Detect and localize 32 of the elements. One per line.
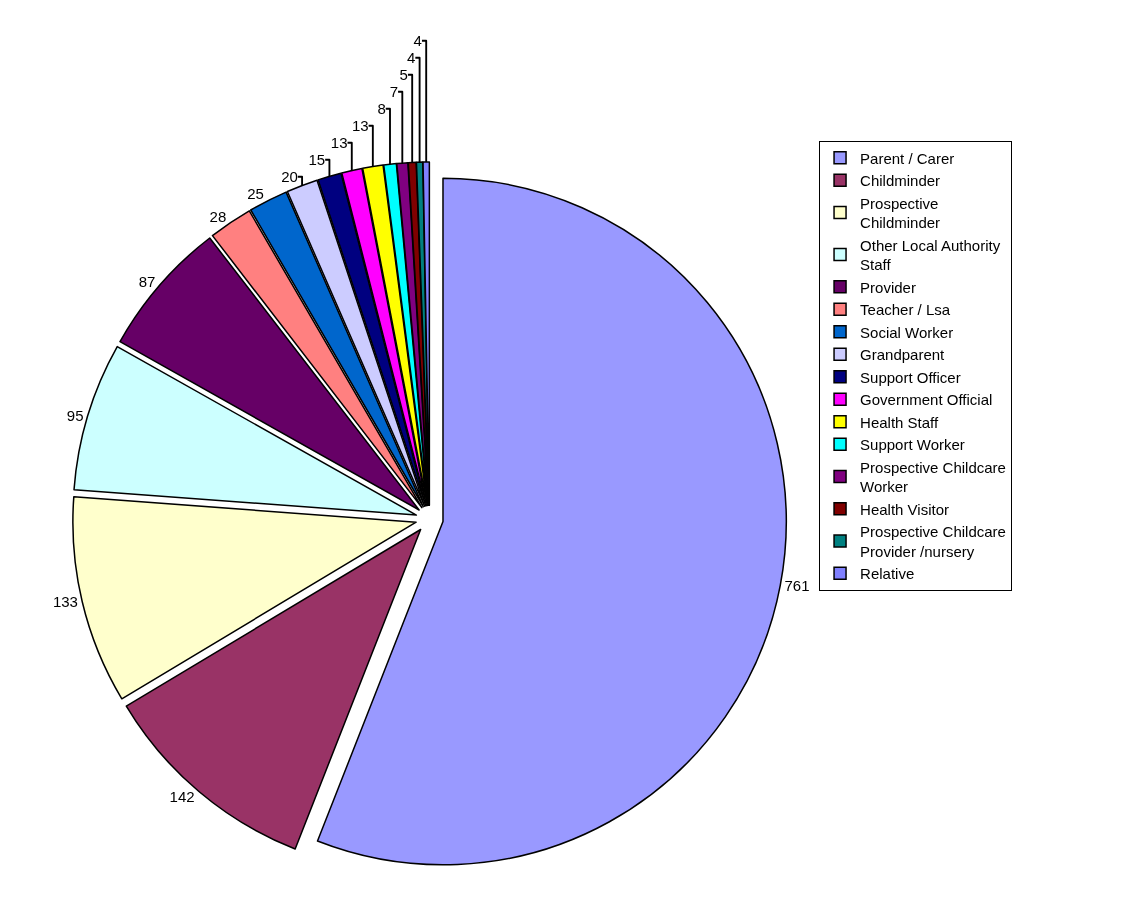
data-label: 5 [399,66,408,84]
data-label: 4 [407,49,416,67]
data-label: 25 [247,185,264,203]
data-label: 133 [52,593,78,611]
legend-label: Relative [860,565,915,583]
legend-label: Support Worker [860,436,965,454]
data-label: 761 [784,577,810,595]
legend-label: Prospective Childminder [860,194,941,232]
data-label: 8 [377,100,386,118]
data-label: 142 [169,787,195,805]
legend-label: Provider [860,278,916,296]
legend-label: Prospective Childcare Worker [860,458,1006,496]
data-label: 13 [351,117,369,135]
data-label: 87 [138,273,156,291]
legend-label: Government Official [860,391,993,409]
legend-label: Childminder [860,172,941,190]
legend-label: Health Staff [860,413,939,431]
data-label: 28 [209,208,227,226]
legend-label: Parent / Carer [860,149,955,167]
data-label: 4 [413,32,422,50]
data-label: 13 [330,134,348,152]
legend-label: Teacher / Lsa [860,301,951,319]
legend-label: Prospective Childcare Provider /nursery [860,523,1006,560]
legend-label: Health Visitor [860,500,949,518]
legend-label: Grandparent [860,346,946,364]
data-label: 7 [389,83,399,101]
legend-label: Support Officer [860,368,961,386]
data-label: 20 [281,168,298,186]
data-label: 15 [308,151,326,169]
legend-label: Other Local Authority Staff [860,236,1001,274]
data-label: 95 [66,406,84,424]
legend-label: Social Worker [860,323,954,341]
